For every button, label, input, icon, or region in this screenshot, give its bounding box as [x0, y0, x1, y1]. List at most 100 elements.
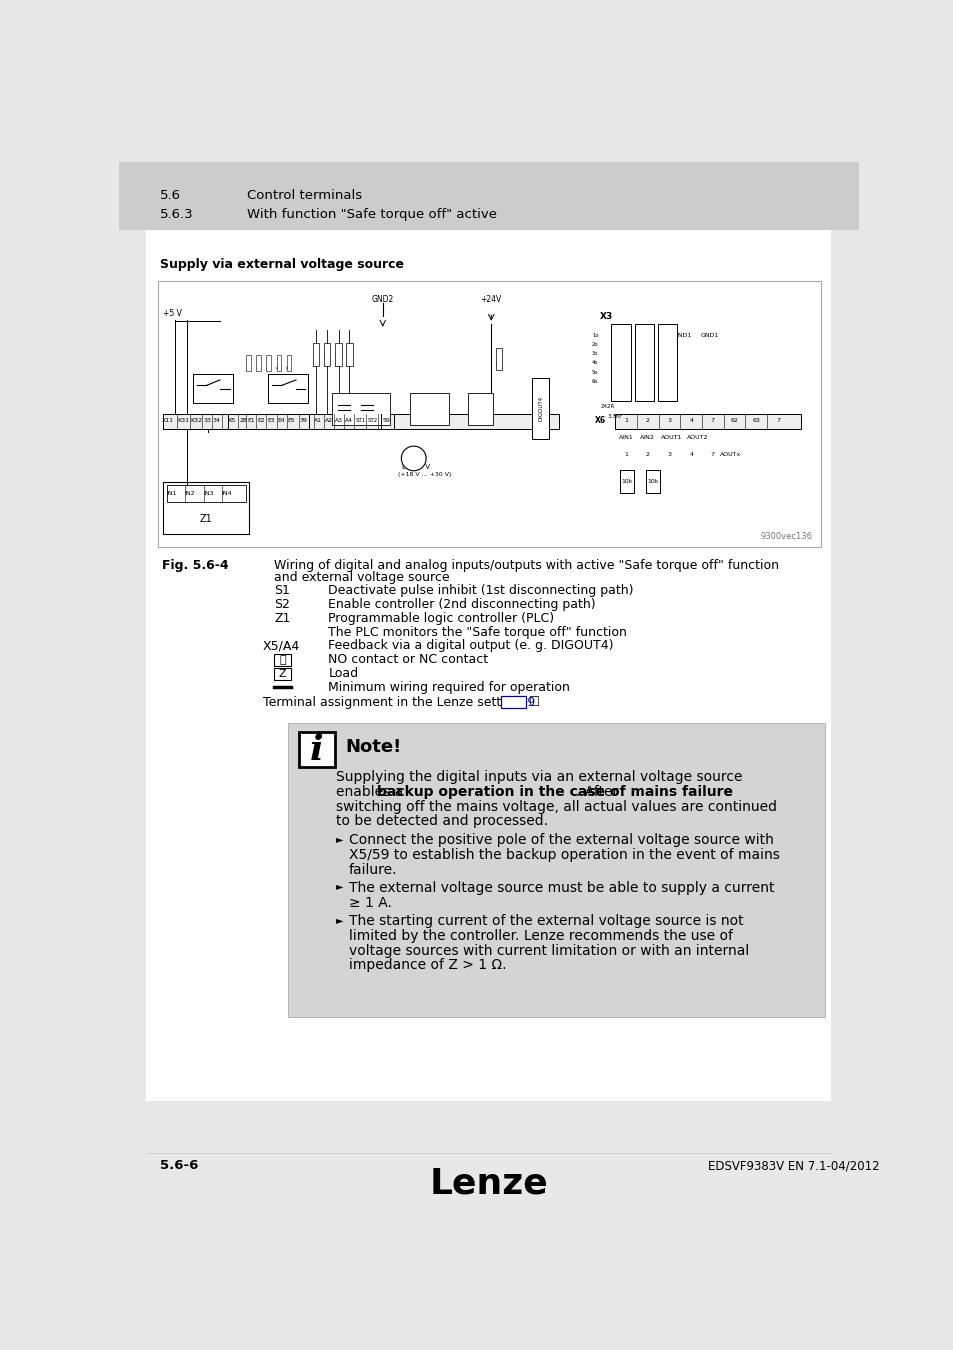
Bar	[634, 324, 654, 401]
Bar	[119, 162, 858, 230]
Bar	[346, 343, 353, 366]
Text: 4: 4	[688, 418, 693, 423]
Text: AOUT1: AOUT1	[660, 435, 681, 440]
Text: IN4: IN4	[221, 490, 232, 495]
Bar	[298, 732, 335, 767]
Text: IN2: IN2	[184, 490, 194, 495]
Text: GND1: GND1	[700, 332, 719, 338]
Text: X3: X3	[599, 312, 613, 320]
Text: 39: 39	[299, 418, 308, 423]
Text: +5 V: +5 V	[162, 309, 181, 319]
Bar	[163, 482, 249, 533]
Text: S2: S2	[286, 385, 297, 394]
Text: E3: E3	[267, 418, 274, 423]
Text: 3k: 3k	[246, 363, 251, 369]
Text: ►: ►	[335, 915, 343, 925]
Text: ST1: ST1	[355, 418, 365, 423]
Bar	[256, 355, 261, 371]
Text: The external voltage source must be able to supply a current: The external voltage source must be able…	[348, 882, 773, 895]
Circle shape	[401, 446, 426, 471]
Text: i: i	[310, 733, 323, 767]
Text: A2: A2	[324, 418, 333, 423]
Text: 62: 62	[730, 418, 738, 423]
Text: limited by the controller. Lenze recommends the use of: limited by the controller. Lenze recomme…	[348, 929, 732, 942]
Text: failure.: failure.	[348, 863, 396, 876]
Text: Z1: Z1	[199, 513, 213, 524]
Text: 50mA: 50mA	[347, 351, 352, 366]
Bar	[274, 653, 291, 667]
Text: E4: E4	[277, 418, 285, 423]
Text: GND2: GND2	[372, 294, 394, 304]
Text: 5.6-6: 5.6-6	[159, 1160, 197, 1172]
Text: NO contact or NC contact: NO contact or NC contact	[328, 653, 488, 667]
Text: S2: S2	[274, 598, 290, 610]
Bar	[619, 470, 633, 493]
Text: 4o: 4o	[592, 360, 598, 366]
Text: 242R: 242R	[599, 405, 614, 409]
Text: Supply via external voltage source: Supply via external voltage source	[159, 258, 403, 271]
Text: 3k: 3k	[286, 363, 292, 369]
Text: ►: ►	[335, 882, 343, 891]
Text: backup operation in the case of mains failure: backup operation in the case of mains fa…	[376, 784, 732, 799]
Text: Feedback via a digital output (e. g. DIGOUT4): Feedback via a digital output (e. g. DIG…	[328, 640, 614, 652]
Text: 28: 28	[239, 418, 247, 423]
Text: ►: ►	[335, 834, 343, 844]
Text: 63: 63	[752, 418, 760, 423]
Bar	[286, 355, 291, 371]
Text: Control terminals: Control terminals	[247, 189, 362, 201]
Bar	[158, 281, 820, 547]
Bar	[162, 414, 558, 429]
Text: 34: 34	[212, 418, 220, 423]
Text: 3k: 3k	[266, 363, 271, 369]
Text: 7: 7	[710, 418, 714, 423]
Text: Z: Z	[278, 670, 286, 679]
Text: 50mA: 50mA	[314, 351, 318, 366]
Bar	[500, 697, 525, 707]
Text: 9300vec136: 9300vec136	[760, 532, 812, 541]
Text: ≥ 1 A.: ≥ 1 A.	[348, 896, 391, 910]
Text: AOUTx: AOUTx	[720, 452, 740, 458]
Bar	[468, 393, 493, 425]
Text: 4: 4	[688, 452, 693, 458]
Text: 3: 3	[667, 418, 671, 423]
Text: 10k: 10k	[647, 479, 659, 485]
Text: 5.6-9: 5.6-9	[502, 697, 535, 709]
Text: E2: E2	[257, 418, 265, 423]
Text: 47k: 47k	[496, 358, 501, 367]
Text: Load: Load	[328, 667, 358, 680]
Text: IN1: IN1	[166, 490, 176, 495]
Text: 33: 33	[203, 418, 212, 423]
Text: Enable controller (2nd disconnecting path): Enable controller (2nd disconnecting pat…	[328, 598, 596, 610]
Text: 3k: 3k	[276, 363, 281, 369]
Text: 10k: 10k	[620, 479, 632, 485]
Text: 3.3nF: 3.3nF	[607, 413, 622, 418]
Text: impedance of Z > 1 Ω.: impedance of Z > 1 Ω.	[348, 958, 506, 972]
Text: 7: 7	[710, 452, 714, 458]
Text: 2: 2	[645, 418, 649, 423]
Text: Fig. 5.6-4: Fig. 5.6-4	[162, 559, 229, 571]
Text: 1o: 1o	[592, 332, 598, 338]
Text: E1: E1	[247, 418, 254, 423]
Bar	[313, 343, 319, 366]
Text: 2o: 2o	[592, 342, 598, 347]
Text: 5.6: 5.6	[159, 189, 180, 201]
Bar	[532, 378, 549, 439]
Bar	[167, 485, 245, 502]
Bar	[323, 343, 330, 366]
Text: . After: . After	[576, 784, 618, 799]
Text: AOUT2: AOUT2	[686, 435, 707, 440]
Text: A1: A1	[314, 418, 322, 423]
Text: 1: 1	[623, 418, 627, 423]
Text: 50mA: 50mA	[335, 351, 341, 366]
Text: S1: S1	[274, 585, 290, 597]
Text: 5o: 5o	[592, 370, 598, 375]
Text: Supplying the digital inputs via an external voltage source: Supplying the digital inputs via an exte…	[335, 771, 742, 784]
Bar	[332, 393, 390, 425]
Text: AIN2: AIN2	[639, 435, 655, 440]
Bar	[146, 230, 831, 1102]
Bar	[288, 722, 823, 1017]
Text: 3: 3	[667, 452, 671, 458]
Text: enables a: enables a	[335, 784, 408, 799]
Bar	[645, 470, 659, 493]
Text: With function "Safe torque off" active: With function "Safe torque off" active	[247, 208, 497, 221]
